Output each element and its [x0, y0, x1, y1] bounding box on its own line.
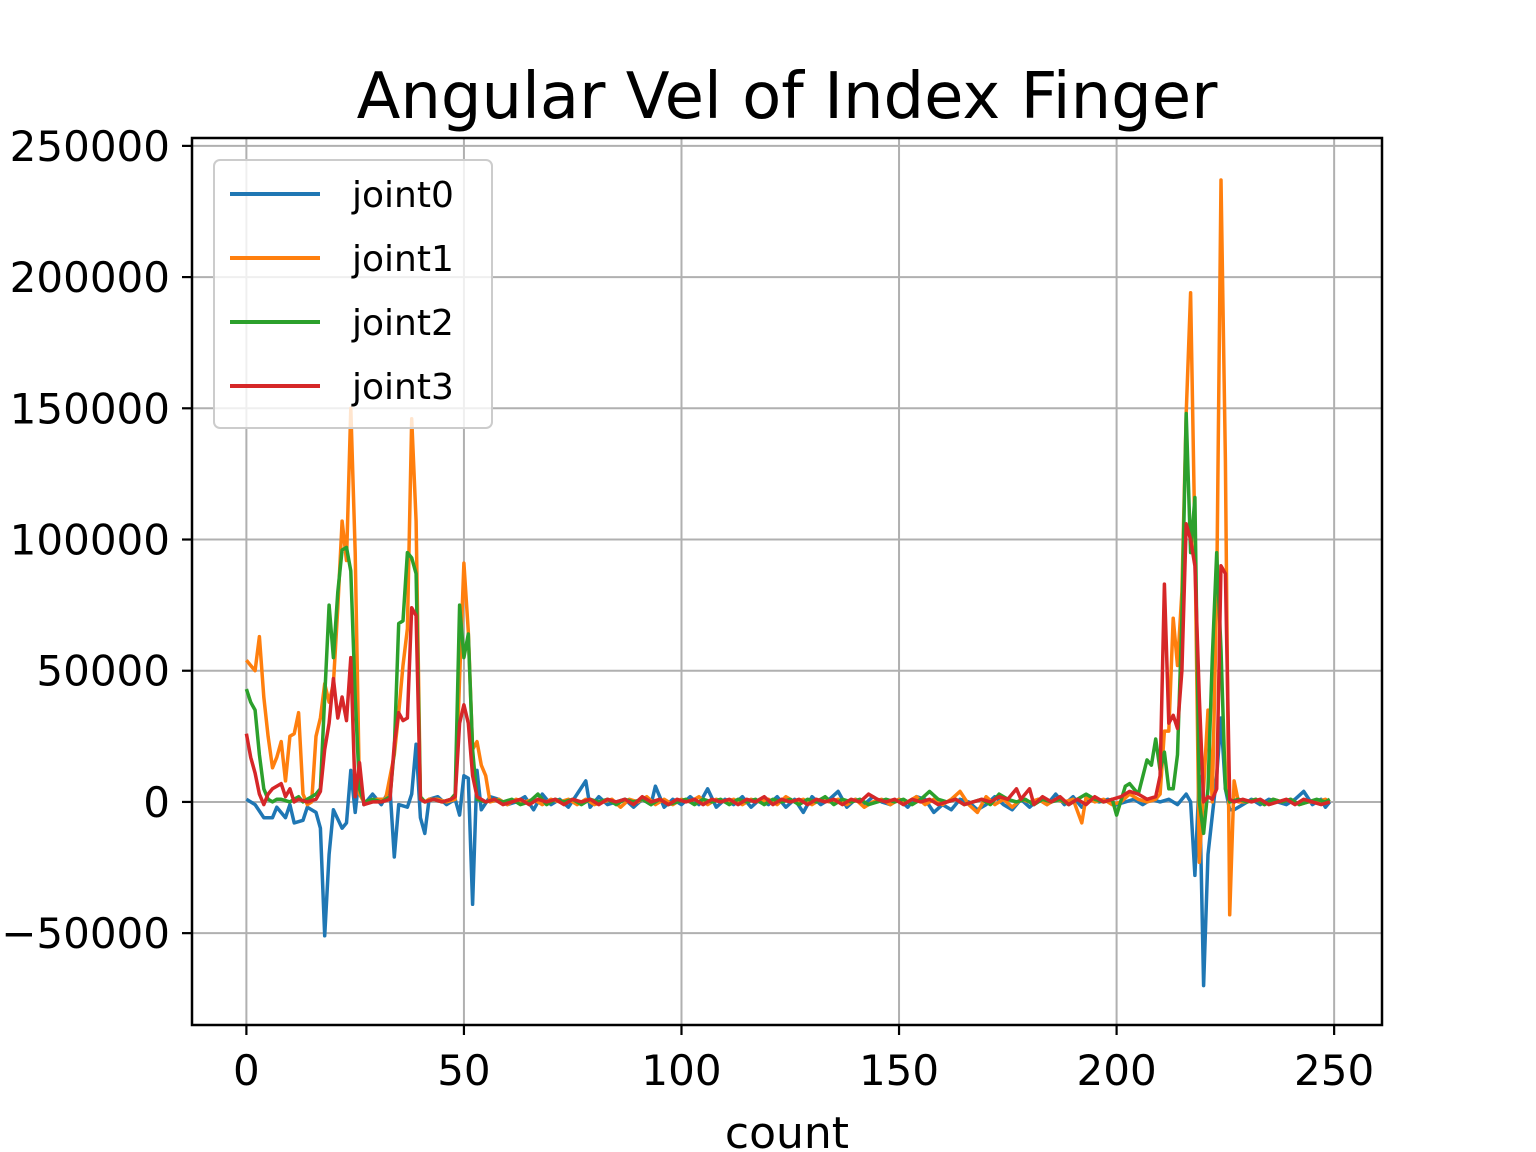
x-axis-label: count	[725, 1108, 849, 1152]
x-tick-label: 150	[859, 1046, 939, 1095]
y-tick-label: 200000	[10, 253, 170, 302]
x-tick-label: 50	[437, 1046, 490, 1095]
y-tick-label: 0	[143, 778, 170, 827]
series-line-joint0	[245, 716, 1332, 988]
axis-ticks: 0 50 100 150 200 250 −50000 0 50000 100000 150000 2…	[1, 122, 1374, 1095]
x-tick-label: 250	[1294, 1046, 1374, 1095]
x-tick-label: 100	[641, 1046, 721, 1095]
legend-label-joint3: joint3	[351, 367, 454, 408]
x-tick-label: 200	[1077, 1046, 1157, 1095]
series-lines	[244, 178, 1332, 988]
y-tick-label: −50000	[1, 909, 170, 958]
chart-title: Angular Vel of Index Finger	[357, 60, 1219, 134]
legend-label-joint1: joint1	[351, 239, 454, 280]
y-tick-label: 150000	[10, 384, 170, 433]
legend-box	[213, 159, 493, 429]
series-line-joint3	[244, 522, 1331, 807]
legend-label-joint2: joint2	[351, 303, 454, 344]
y-tick-label: 100000	[10, 516, 170, 565]
y-tick-label: 250000	[10, 122, 170, 171]
legend-label-joint0: joint0	[351, 175, 454, 216]
plot-frame	[190, 136, 1384, 1027]
x-tick-label: 0	[233, 1046, 260, 1095]
legend: joint0 joint1 joint2 joint3	[213, 159, 493, 429]
series-line-joint2	[244, 411, 1331, 836]
y-tick-label: 50000	[36, 647, 170, 696]
